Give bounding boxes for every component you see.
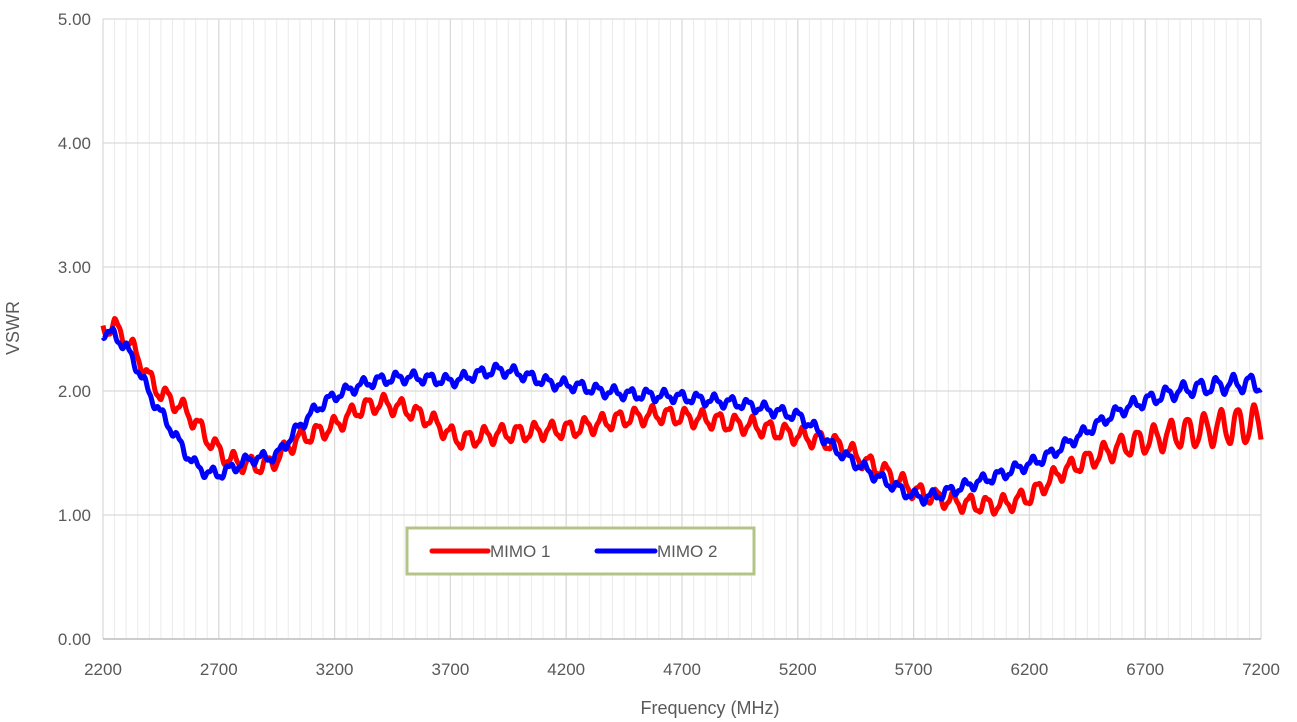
plot-series [100,316,1264,517]
x-tick-label: 3200 [316,660,354,679]
x-tick-label: 4200 [547,660,585,679]
x-tick-label: 6200 [1010,660,1048,679]
x-tick-label: 3700 [431,660,469,679]
x-tick-label: 5700 [895,660,933,679]
x-tick-label: 4700 [663,660,701,679]
y-tick-label: 3.00 [58,258,91,277]
series-line-mimo-2 [100,325,1263,507]
x-tick-label: 2700 [200,660,238,679]
x-axis-title: Frequency (MHz) [640,698,779,718]
y-tick-label: 2.00 [58,382,91,401]
x-tick-label: 7200 [1242,660,1280,679]
legend-label-mimo-1: MIMO 1 [490,542,550,561]
y-tick-label: 4.00 [58,134,91,153]
x-tick-label: 5200 [779,660,817,679]
x-tick-label: 2200 [84,660,122,679]
legend: MIMO 1 MIMO 2 [405,526,756,576]
legend-label-mimo-2: MIMO 2 [657,542,717,561]
series-line-mimo-1 [100,316,1264,517]
x-axis-tick-labels: 2200 2700 3200 3700 4200 4700 5200 5700 6200 6700… [84,660,1280,679]
y-tick-label: 0.00 [58,630,91,649]
y-tick-label: 1.00 [58,506,91,525]
y-axis-tick-labels: 0.00 1.00 2.00 3.00 4.00 5.00 [58,10,91,649]
y-axis-title: VSWR [3,301,23,355]
x-tick-label: 6700 [1126,660,1164,679]
y-tick-label: 5.00 [58,10,91,29]
